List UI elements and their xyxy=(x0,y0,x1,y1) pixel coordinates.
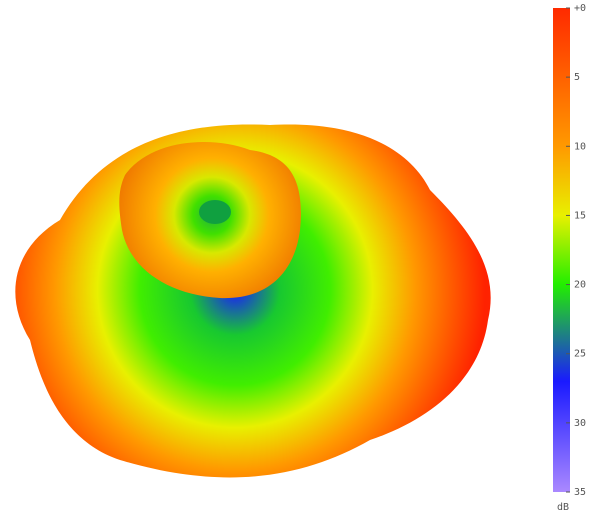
colorbar-tick-label: 30 xyxy=(574,418,586,429)
colorbar xyxy=(553,8,570,492)
colorbar-tick-label: 5 xyxy=(574,72,580,83)
colorbar-tick-label: +0 xyxy=(574,3,586,14)
pattern-null xyxy=(199,200,231,224)
colorbar-tick-label: 10 xyxy=(574,141,586,152)
colorbar-tick-label: 20 xyxy=(574,280,586,291)
colorbar-tick-label: 25 xyxy=(574,349,586,360)
colorbar-tick-label: 15 xyxy=(574,210,586,221)
colorbar-label: dB xyxy=(557,502,569,513)
colorbar-tick-label: 35 xyxy=(574,487,586,498)
